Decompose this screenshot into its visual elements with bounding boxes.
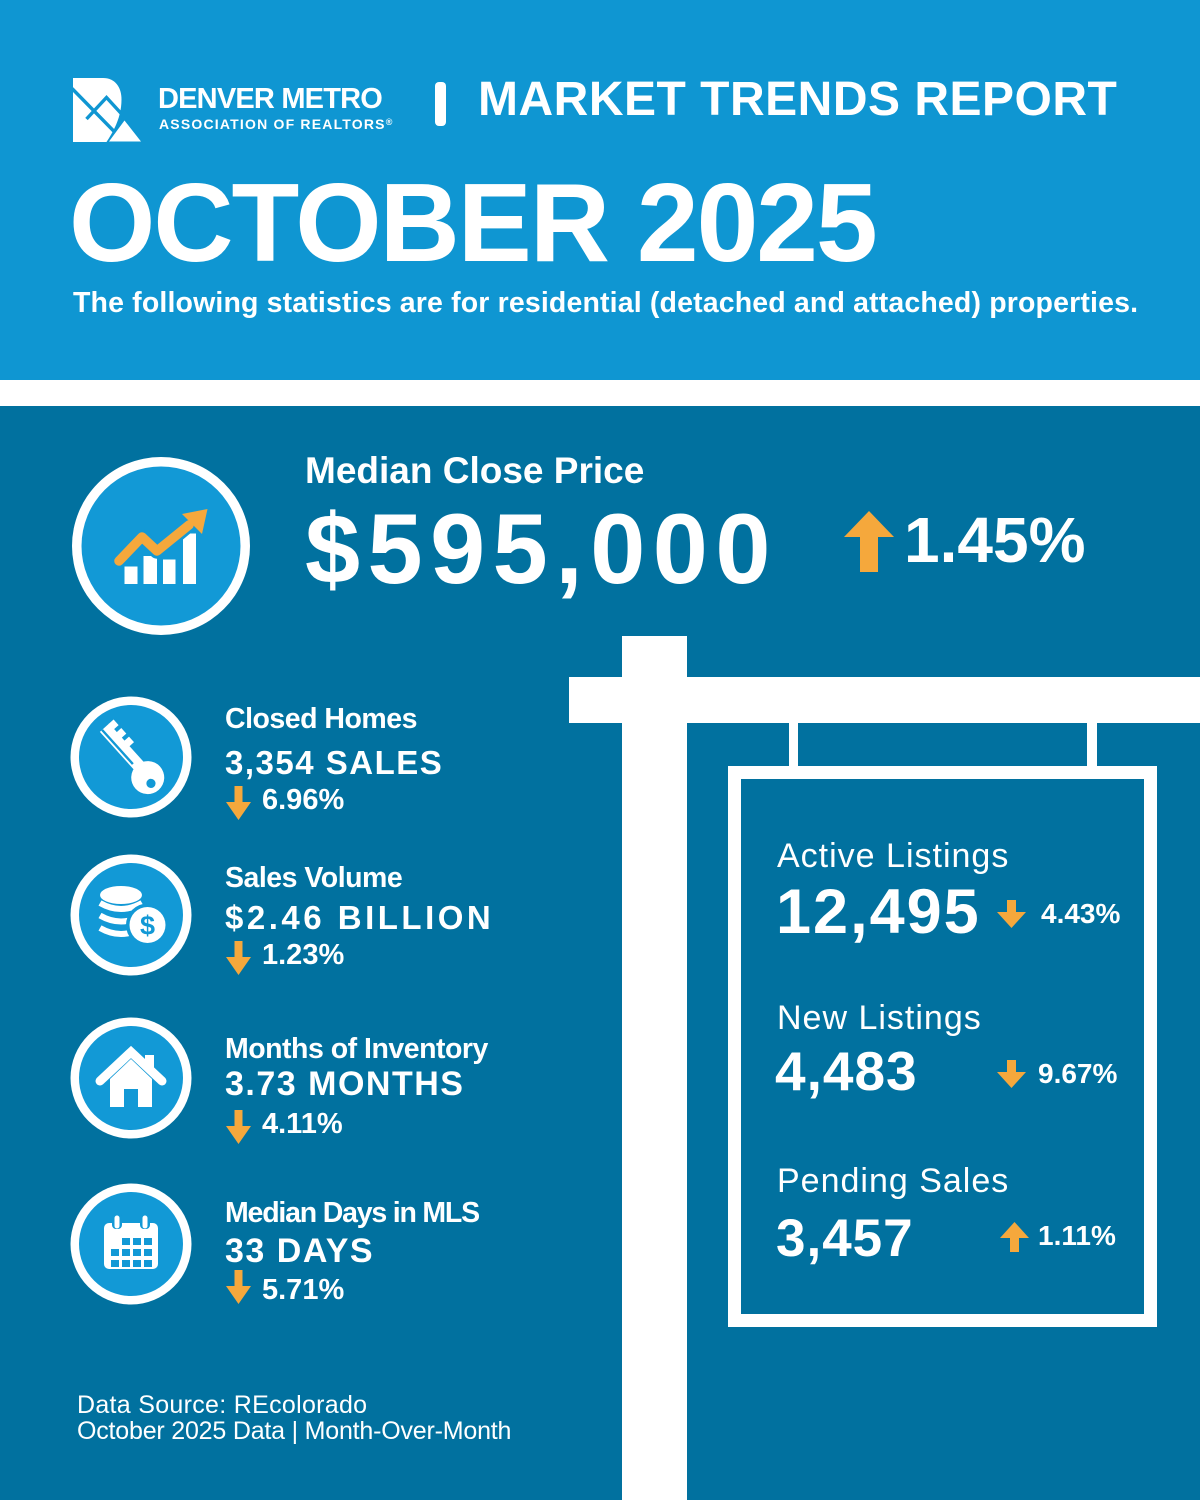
svg-text:$: $	[140, 911, 155, 941]
